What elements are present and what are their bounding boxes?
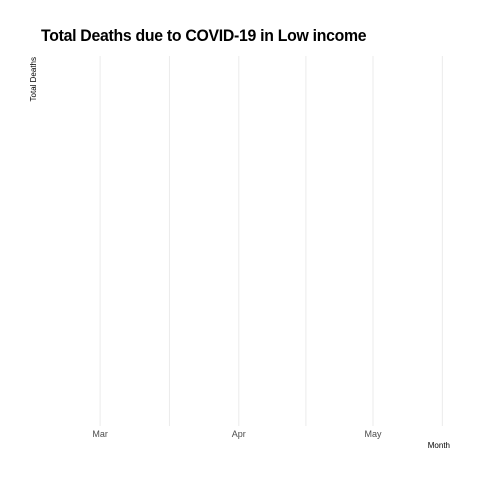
x-axis-tick-labels: Mar Apr May (92, 429, 382, 439)
x-tick-label: Apr (232, 429, 246, 439)
x-tick-label: Mar (92, 429, 108, 439)
x-axis-title: Month (428, 441, 450, 450)
x-tick-label: May (364, 429, 382, 439)
y-axis-title: Total Deaths (29, 57, 38, 101)
major-gridlines (99, 56, 374, 426)
chart-title: Total Deaths due to COVID-19 in Low inco… (41, 26, 367, 45)
minor-gridlines (168, 56, 443, 426)
